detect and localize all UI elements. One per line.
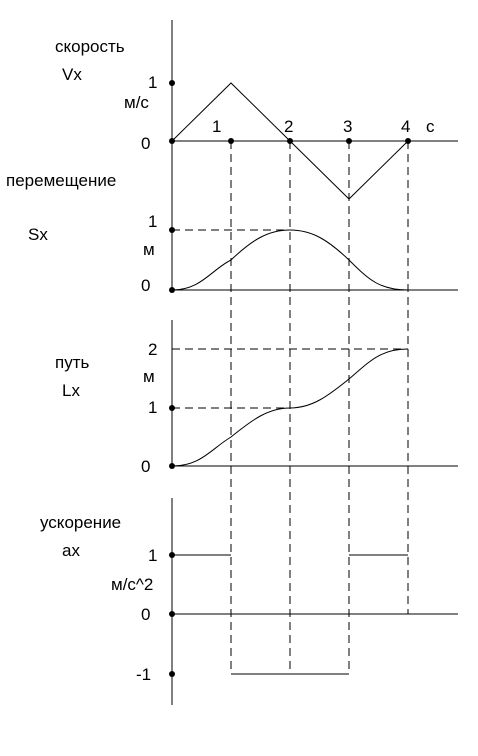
acceleration-ytick-1: 1	[148, 546, 157, 565]
velocity-xtick-2: 2	[284, 117, 293, 136]
path-panel: путь Lx 2 м 1 0	[55, 320, 458, 476]
velocity-ytick-0: 0	[141, 134, 150, 153]
displacement-ytick-dot-1	[169, 227, 175, 233]
acceleration-ylabel: ax	[62, 541, 80, 560]
path-title: путь	[55, 353, 89, 372]
acceleration-ytick-dot-minus1	[169, 671, 175, 677]
acceleration-title: ускорение	[40, 513, 121, 532]
displacement-ytick-1: 1	[148, 212, 157, 231]
velocity-origin-dot	[169, 138, 175, 144]
time-guides	[230, 141, 409, 674]
displacement-ylabel: Sx	[28, 225, 48, 244]
acceleration-origin-dot	[169, 611, 175, 617]
velocity-xunit: с	[426, 117, 435, 136]
velocity-xtick-4: 4	[401, 117, 410, 136]
displacement-origin-dot	[169, 287, 175, 293]
velocity-yunit: м/с	[124, 93, 149, 112]
acceleration-yunit: м/с^2	[111, 575, 153, 594]
velocity-title: скорость	[55, 37, 125, 56]
displacement-title: перемещение	[6, 171, 116, 190]
velocity-xtick-1: 1	[212, 117, 221, 136]
path-yunit: м	[143, 367, 155, 386]
path-ytick-1: 1	[148, 398, 157, 417]
velocity-ylabel: Vx	[62, 65, 82, 84]
acceleration-ytick-0: 0	[141, 605, 150, 624]
acceleration-panel: ускорение ax 1 м/с^2 0 -1	[40, 498, 458, 705]
acceleration-ytick-minus1: -1	[136, 665, 151, 684]
path-ytick-0: 0	[141, 457, 150, 476]
path-ytick-2: 2	[148, 340, 157, 359]
displacement-panel: перемещение Sx 1 м 0	[6, 170, 458, 295]
velocity-xtick-3: 3	[343, 117, 352, 136]
acceleration-ytick-dot-1	[169, 552, 175, 558]
path-origin-dot	[169, 463, 175, 469]
displacement-ytick-0: 0	[141, 276, 150, 295]
path-ylabel: Lx	[62, 381, 80, 400]
velocity-ytick-1: 1	[148, 73, 157, 92]
displacement-yunit: м	[143, 240, 155, 259]
path-ytick-dot-1	[169, 405, 175, 411]
velocity-ytick-dot-1	[169, 80, 175, 86]
